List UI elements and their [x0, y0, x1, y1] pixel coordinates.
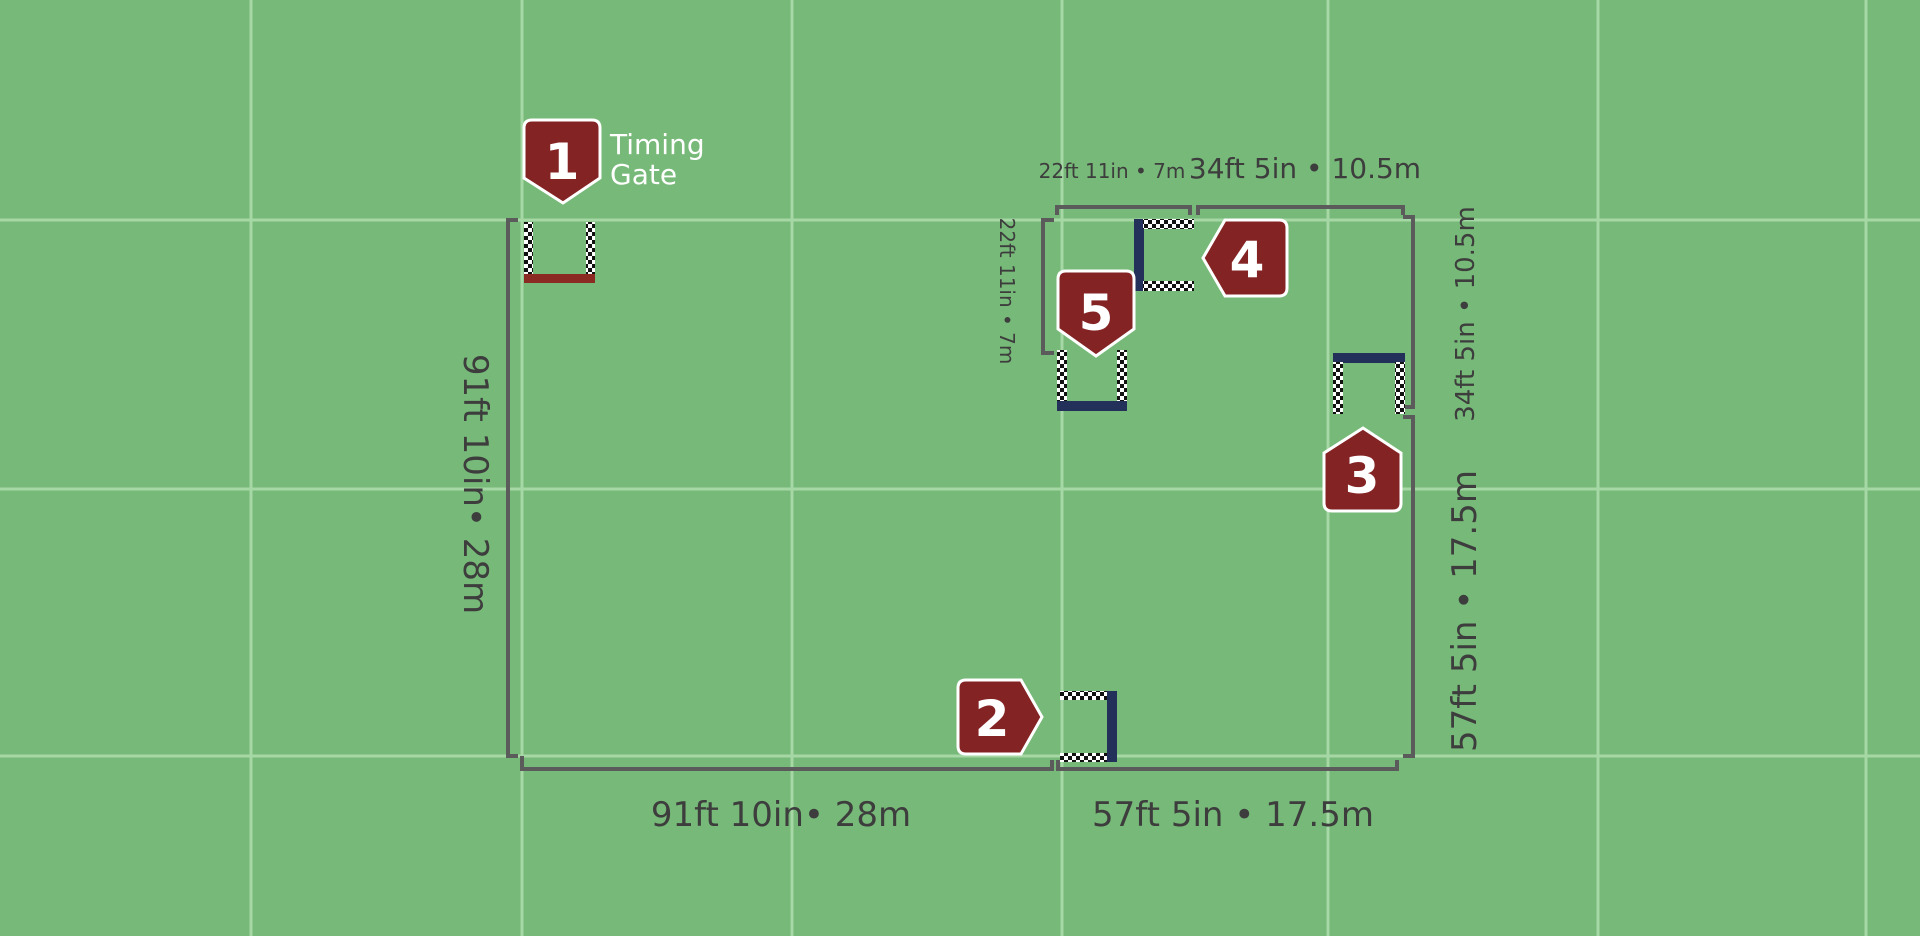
gate-5 — [1057, 350, 1127, 411]
dim-right-height: 57ft 5in • 17.5m — [1445, 470, 1485, 752]
marker-3: 3 — [1322, 426, 1403, 513]
marker-3-number: 3 — [1345, 447, 1380, 505]
dim-inner-left-height: 22ft 11in • 7m — [995, 218, 1019, 365]
marker-1-number: 1 — [545, 133, 580, 191]
dim-top-small-width: 22ft 11in • 7m — [1039, 159, 1186, 183]
gate-3 — [1333, 353, 1405, 414]
timing-gate — [524, 222, 595, 283]
marker-4-number: 4 — [1230, 231, 1265, 289]
marker-4: 4 — [1201, 218, 1289, 298]
course-boundary — [506, 205, 1415, 771]
dim-bottom-right-width: 57ft 5in • 17.5m — [1092, 795, 1374, 835]
timing-gate-label-line2: Gate — [610, 158, 677, 191]
marker-2-number: 2 — [975, 690, 1010, 748]
dim-bottom-left-width: 91ft 10in• 28m — [651, 795, 911, 835]
marker-2: 2 — [956, 678, 1044, 756]
marker-5: 5 — [1056, 269, 1136, 358]
timing-gate-label-line1: Timing — [609, 128, 705, 161]
dim-upper-right-height: 34ft 5in • 10.5m — [1451, 206, 1481, 422]
marker-1: 1 — [522, 118, 602, 205]
dim-left-height: 91ft 10in• 28m — [455, 354, 495, 614]
marker-5-number: 5 — [1079, 284, 1114, 342]
dim-top-right-width: 34ft 5in • 10.5m — [1189, 152, 1421, 185]
gate-4 — [1134, 219, 1194, 291]
gate-2 — [1060, 691, 1117, 762]
